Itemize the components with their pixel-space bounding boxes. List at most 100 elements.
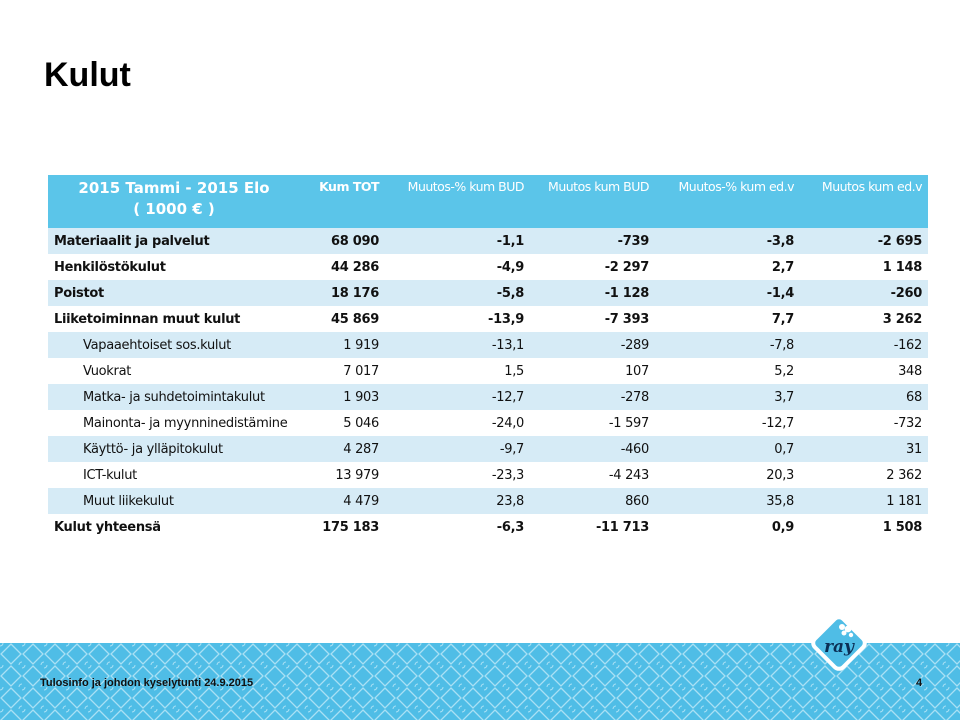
cell-value: 23,8 (385, 488, 530, 514)
table-row: Materiaalit ja palvelut 68 090 -1,1 -739 -3,… (48, 228, 928, 254)
row-label: Vuokrat (83, 363, 132, 379)
table-row: Vuokrat 7 017 1,5 107 5,2 348 (48, 358, 928, 384)
diamond-pattern (0, 643, 960, 720)
row-label: Materiaalit ja palvelut (48, 228, 300, 254)
cell-value: 1 903 (300, 384, 385, 410)
cell-value: -278 (530, 384, 655, 410)
table-header-row: 2015 Tammi - 2015 Elo( 1000 € ) Kum TOT … (48, 175, 928, 228)
table-row: Vapaaehtoiset sos.kulut 1 919 -13,1 -289 -7,… (48, 332, 928, 358)
row-label: Käyttö- ja ylläpitokulut (48, 436, 300, 462)
cell-value: 5,2 (774, 363, 794, 379)
table-row: Henkilöstökulut 44 286 -4,9 -2 297 2,7 1 148 (48, 254, 928, 280)
cell-value: -12,7 (761, 415, 794, 431)
cell-value: -1 128 (530, 280, 655, 306)
cell-value: 7,7 (771, 311, 794, 327)
cell-value: -6,3 (496, 519, 525, 535)
row-label: Vapaaehtoiset sos.kulut (48, 332, 300, 358)
svg-text:ray: ray (824, 637, 855, 657)
cell-value: 7 017 (343, 363, 379, 379)
cell-value: -732 (893, 415, 923, 431)
row-label: Muut liikekulut (48, 488, 300, 514)
cell-value: -260 (800, 280, 928, 306)
row-label: ICT-kulut (83, 467, 137, 483)
cell-value: -4 243 (608, 467, 649, 483)
cell-value: 2 362 (886, 467, 922, 483)
cell-value: 20,3 (766, 467, 794, 483)
row-label: Mainonta- ja myynninedistämine (83, 415, 288, 431)
row-label: Kulut yhteensä (54, 519, 161, 535)
cell-value: -1,4 (655, 280, 800, 306)
footer-text: Tulosinfo ja johdon kyselytunti 24.9.201… (40, 677, 254, 689)
cell-value: 35,8 (655, 488, 800, 514)
col-header: Kum TOT (300, 175, 385, 228)
footer-pattern (0, 643, 960, 720)
cell-value: 107 (625, 363, 649, 379)
row-label: Poistot (48, 280, 300, 306)
cell-value: 44 286 (331, 259, 379, 275)
cell-value: -289 (530, 332, 655, 358)
cell-value: 1 919 (300, 332, 385, 358)
cell-value: -13,9 (488, 311, 524, 327)
cell-value: 2,7 (771, 259, 794, 275)
cell-value: 1 181 (800, 488, 928, 514)
cell-value: -7 393 (604, 311, 650, 327)
cell-value: -739 (530, 228, 655, 254)
cell-value: -9,7 (385, 436, 530, 462)
table-row: Mainonta- ja myynninedistämine 5 046 -24,0… (48, 410, 928, 436)
cell-value: 13 979 (335, 467, 379, 483)
expenses-table: 2015 Tammi - 2015 Elo( 1000 € ) Kum TOT … (48, 175, 928, 540)
table-row: Poistot 18 176 -5,8 -1 128 -1,4 -260 (48, 280, 928, 306)
cell-value: 45 869 (331, 311, 379, 327)
cell-value: -2 695 (800, 228, 928, 254)
cell-value: 18 176 (300, 280, 385, 306)
table-row: Muut liikekulut 4 479 23,8 860 35,8 1 181 (48, 488, 928, 514)
cell-value: -7,8 (655, 332, 800, 358)
cell-value: 0,7 (655, 436, 800, 462)
cell-value: 175 183 (322, 519, 379, 535)
col-header: Muutos-% kum ed.v (655, 175, 800, 228)
cell-value: -1,1 (385, 228, 530, 254)
cell-value: 68 090 (300, 228, 385, 254)
cell-value: -3,8 (655, 228, 800, 254)
cell-value: 0,9 (771, 519, 794, 535)
col-header: Muutos kum BUD (530, 175, 655, 228)
page-number: 4 (916, 677, 923, 689)
ray-logo: ray (811, 615, 867, 671)
row-label: Henkilöstökulut (54, 259, 166, 275)
cell-value: -460 (530, 436, 655, 462)
cell-value: -2 297 (604, 259, 650, 275)
row-label: Liiketoiminnan muut kulut (54, 311, 241, 327)
cell-value: -24,0 (491, 415, 524, 431)
cell-value: -1 597 (608, 415, 649, 431)
table-row: Matka- ja suhdetoimintakulut 1 903 -12,7 -2… (48, 384, 928, 410)
cell-value: 3 262 (882, 311, 923, 327)
cell-value: 5 046 (343, 415, 379, 431)
cell-value: 4 287 (300, 436, 385, 462)
cell-value: 348 (898, 363, 922, 379)
unit-label: ( 1000 € ) (133, 200, 215, 218)
cell-value: 1 148 (882, 259, 923, 275)
table-row: Kulut yhteensä 175 183 -6,3 -11 713 0,9 1 508 (48, 514, 928, 540)
cell-value: -13,1 (385, 332, 530, 358)
row-label: Matka- ja suhdetoimintakulut (48, 384, 300, 410)
cell-value: 31 (800, 436, 928, 462)
cell-value: 1,5 (504, 363, 524, 379)
period-header: 2015 Tammi - 2015 Elo ( 1000 € ) (48, 175, 300, 228)
cell-value: -5,8 (385, 280, 530, 306)
table-row: Liiketoiminnan muut kulut 45 869 -13,9 -7 3… (48, 306, 928, 332)
col-header: Muutos kum ed.v (800, 175, 928, 228)
cell-value: 860 (530, 488, 655, 514)
cell-value: 68 (800, 384, 928, 410)
cell-value: -23,3 (491, 467, 524, 483)
period-label: 2015 Tammi - 2015 Elo (78, 179, 270, 197)
cell-value: 3,7 (655, 384, 800, 410)
cell-value: -4,9 (496, 259, 525, 275)
cell-value: -11 713 (595, 519, 649, 535)
table-row: ICT-kulut 13 979 -23,3 -4 243 20,3 2 362 (48, 462, 928, 488)
cell-value: -162 (800, 332, 928, 358)
cell-value: 1 508 (882, 519, 923, 535)
col-header: Muutos-% kum BUD (385, 175, 530, 228)
slide-title: Kulut (44, 56, 131, 94)
cell-value: -12,7 (385, 384, 530, 410)
cell-value: 4 479 (300, 488, 385, 514)
